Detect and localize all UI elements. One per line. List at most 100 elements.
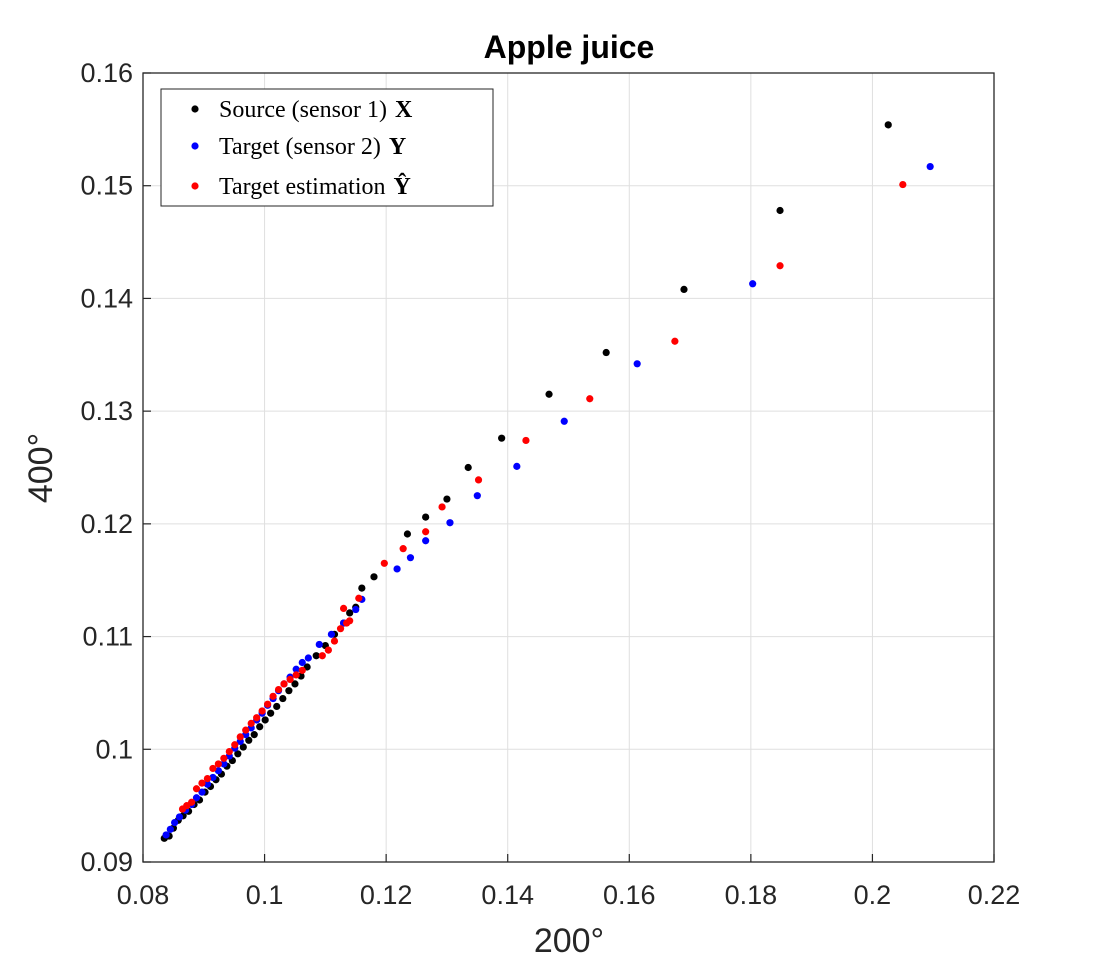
data-point bbox=[267, 709, 275, 717]
data-point bbox=[473, 492, 481, 500]
y-tick-label: 0.15 bbox=[80, 171, 133, 201]
legend-label: Target estimation bbox=[219, 174, 386, 200]
legend-box bbox=[160, 88, 494, 207]
data-point bbox=[545, 390, 553, 398]
data-point bbox=[162, 831, 170, 839]
data-point bbox=[312, 652, 320, 660]
data-point bbox=[188, 798, 196, 806]
data-point bbox=[171, 818, 179, 827]
data-point bbox=[253, 714, 261, 722]
data-point bbox=[422, 537, 430, 545]
data-point bbox=[380, 559, 388, 567]
legend-symbol: X bbox=[395, 97, 413, 123]
data-point bbox=[560, 417, 568, 425]
data-point bbox=[633, 360, 641, 368]
data-point bbox=[339, 604, 348, 612]
x-tick-label: 0.12 bbox=[360, 880, 413, 910]
legend-marker bbox=[191, 142, 199, 150]
data-point bbox=[884, 121, 892, 129]
data-point bbox=[464, 463, 472, 472]
data-point bbox=[258, 707, 266, 715]
y-tick-label: 0.14 bbox=[80, 283, 133, 313]
data-point bbox=[250, 731, 258, 739]
legend-item: Source (sensor 1) X bbox=[191, 97, 413, 123]
y-tick-label: 0.09 bbox=[80, 847, 133, 877]
data-point bbox=[403, 530, 412, 538]
data-point bbox=[264, 700, 272, 708]
x-tick-label: 0.16 bbox=[603, 880, 656, 910]
data-point bbox=[192, 785, 201, 793]
chart-title: Apple juice bbox=[484, 29, 655, 65]
data-point bbox=[242, 726, 250, 734]
x-tick-label: 0.18 bbox=[725, 880, 778, 910]
data-point bbox=[393, 565, 401, 573]
data-point bbox=[245, 736, 253, 744]
data-point bbox=[298, 666, 306, 674]
data-point bbox=[225, 747, 233, 756]
data-point bbox=[422, 528, 430, 536]
data-point bbox=[203, 774, 212, 783]
x-tick-label: 0.14 bbox=[481, 880, 534, 910]
data-point bbox=[749, 280, 757, 288]
data-point bbox=[234, 750, 242, 758]
data-point bbox=[498, 434, 506, 442]
data-point bbox=[298, 658, 306, 667]
data-point bbox=[358, 584, 366, 592]
data-point bbox=[286, 675, 294, 684]
data-point bbox=[231, 741, 239, 749]
legend-symbol: Ŷ bbox=[394, 173, 411, 200]
data-point bbox=[279, 694, 287, 703]
legend-item: Target estimation Ŷ bbox=[191, 173, 411, 200]
data-point bbox=[285, 687, 293, 695]
data-point bbox=[214, 760, 222, 768]
data-point bbox=[220, 754, 228, 762]
legend-label: Target (sensor 2) bbox=[219, 134, 381, 160]
legend-item: Target (sensor 2) Y bbox=[191, 134, 406, 160]
data-point bbox=[209, 773, 217, 782]
data-point bbox=[602, 348, 610, 357]
data-point bbox=[680, 285, 688, 294]
data-point bbox=[315, 640, 323, 649]
data-point bbox=[346, 609, 354, 617]
data-point bbox=[671, 337, 679, 345]
data-point bbox=[269, 692, 277, 700]
data-point bbox=[399, 545, 407, 553]
data-point bbox=[209, 764, 217, 773]
x-tick-label: 0.2 bbox=[854, 880, 892, 910]
data-point bbox=[330, 637, 339, 645]
legend-symbol: Y bbox=[389, 134, 406, 160]
data-point bbox=[370, 573, 378, 581]
data-point bbox=[346, 617, 354, 625]
data-point bbox=[446, 519, 454, 527]
data-points bbox=[160, 121, 934, 842]
data-point bbox=[899, 180, 907, 189]
data-point bbox=[327, 630, 336, 638]
data-point bbox=[776, 206, 784, 215]
data-point bbox=[192, 794, 201, 802]
data-point bbox=[438, 503, 446, 511]
data-point bbox=[324, 646, 332, 654]
data-point bbox=[474, 476, 483, 484]
data-point bbox=[261, 716, 269, 724]
data-point bbox=[406, 554, 415, 562]
data-point bbox=[318, 652, 326, 660]
data-point bbox=[292, 671, 300, 679]
data-point bbox=[291, 680, 299, 688]
data-point bbox=[166, 825, 174, 833]
data-point bbox=[304, 654, 312, 662]
data-point bbox=[273, 702, 281, 711]
data-point bbox=[513, 462, 521, 470]
y-tick-label: 0.1 bbox=[95, 734, 133, 764]
axes-box bbox=[142, 72, 995, 863]
data-point bbox=[220, 760, 228, 768]
data-point bbox=[239, 743, 247, 751]
series-3 bbox=[178, 180, 907, 813]
data-point bbox=[256, 723, 264, 731]
data-point bbox=[926, 162, 934, 171]
data-point bbox=[336, 625, 345, 633]
data-point bbox=[175, 813, 184, 821]
data-point bbox=[355, 594, 363, 602]
data-point bbox=[236, 733, 244, 741]
data-point bbox=[198, 779, 206, 787]
